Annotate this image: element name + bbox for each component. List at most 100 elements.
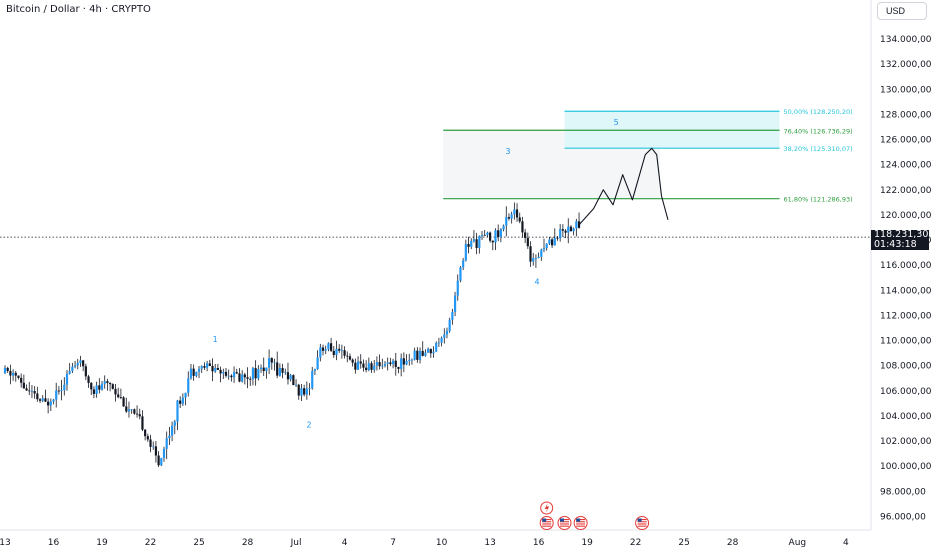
candle-body — [25, 388, 28, 391]
flag-us-icon[interactable] — [557, 516, 572, 530]
y-tick-label: 98.000,00 — [880, 487, 926, 497]
flag-canton — [576, 518, 581, 522]
candle-body — [265, 367, 268, 372]
candle-body — [308, 388, 311, 390]
x-tick-label: 19 — [96, 538, 108, 548]
y-tick-label: 126.000,00 — [880, 136, 932, 146]
candle-body — [152, 446, 155, 448]
candle-body — [65, 373, 69, 385]
candle-body — [30, 391, 34, 392]
y-tick-label: 96.000,00 — [880, 512, 926, 522]
candle-body — [6, 367, 9, 372]
x-tick-label: 7 — [390, 538, 396, 548]
candle-body — [286, 372, 290, 380]
candle-body — [338, 348, 341, 351]
candle-body — [170, 425, 174, 436]
candle-body — [95, 385, 98, 394]
candle-body — [400, 358, 403, 369]
candle-body — [47, 401, 50, 406]
candle-body — [254, 368, 257, 379]
lightning-icon[interactable] — [540, 501, 554, 515]
candle-body — [421, 350, 424, 356]
candle-body — [52, 399, 55, 402]
candle-body — [467, 243, 470, 247]
candle-body — [499, 229, 502, 238]
candle-body — [176, 400, 179, 422]
wave-label: 4 — [534, 277, 539, 286]
candle-body — [529, 246, 532, 262]
candle-body — [114, 388, 117, 395]
candle-body — [510, 214, 513, 219]
candle-body — [389, 362, 392, 365]
candle-body — [63, 384, 66, 391]
candle-body — [127, 409, 131, 412]
candle-body — [489, 232, 492, 241]
candle-body — [55, 390, 58, 400]
candle-body — [249, 378, 252, 380]
candle-body — [3, 367, 7, 374]
x-tick-label: 13 — [484, 538, 495, 548]
candle-body — [470, 241, 473, 247]
candle-body — [373, 365, 376, 370]
candle-body — [507, 217, 511, 219]
y-tick-label: 110.000,00 — [880, 337, 932, 347]
candle-body — [540, 249, 543, 257]
y-tick-label: 104.000,00 — [880, 412, 932, 422]
candle-body — [513, 209, 516, 215]
y-tick-label: 112.000,00 — [880, 311, 932, 321]
candle-body — [44, 398, 47, 402]
candle-body — [491, 240, 494, 243]
last-price-value: 118.231,30 — [874, 229, 929, 240]
candle-body — [564, 230, 567, 233]
candle-body — [483, 235, 486, 236]
candle-body — [227, 375, 230, 377]
candle-body — [572, 228, 575, 232]
candle-body — [243, 374, 246, 378]
candle-body — [195, 371, 198, 376]
candle-body — [57, 390, 60, 392]
chart-title: Bitcoin / Dollar · 4h · CRYPTO — [6, 4, 151, 15]
candle-body — [518, 217, 521, 222]
candle-body — [157, 455, 160, 466]
candle-body — [246, 377, 249, 379]
flag-stripe — [576, 525, 586, 527]
x-tick-label: 25 — [678, 538, 689, 548]
wave-label: 1 — [213, 335, 218, 344]
candle-body — [297, 384, 300, 396]
flag-us-icon[interactable] — [635, 516, 650, 530]
candle-body — [184, 392, 187, 398]
candle-body — [397, 366, 400, 369]
candle-body — [208, 363, 211, 366]
wave-label: 5 — [614, 118, 619, 127]
y-tick-label: 108.000,00 — [880, 362, 932, 372]
candle-body — [292, 375, 295, 386]
candle-body — [238, 373, 241, 382]
candle-body — [410, 359, 414, 361]
candle-body — [386, 362, 389, 364]
y-tick-label: 128.000,00 — [880, 110, 932, 120]
candle-body — [448, 319, 451, 331]
flag-us-icon[interactable] — [573, 516, 588, 530]
candle-body — [316, 357, 319, 370]
fib-level-label: 38,20% (125.310,07) — [784, 145, 853, 153]
candle-body — [276, 362, 279, 376]
flag-us-icon[interactable] — [539, 516, 554, 530]
y-tick-label: 106.000,00 — [880, 387, 932, 397]
candle-body — [73, 365, 77, 367]
currency-selector[interactable]: USD — [877, 2, 927, 20]
candle-body — [343, 350, 346, 356]
flag-stripe — [576, 523, 586, 525]
candle-body — [133, 409, 136, 414]
candle-body — [284, 372, 287, 374]
candle-body — [38, 399, 42, 401]
flag-stripe — [559, 525, 569, 527]
candle-body — [179, 400, 182, 404]
candle-body — [270, 358, 273, 363]
candle-body — [11, 372, 15, 376]
flag-stripe — [637, 521, 647, 523]
candle-body — [22, 382, 25, 389]
candle-body — [319, 347, 322, 358]
candle-body — [550, 239, 554, 246]
